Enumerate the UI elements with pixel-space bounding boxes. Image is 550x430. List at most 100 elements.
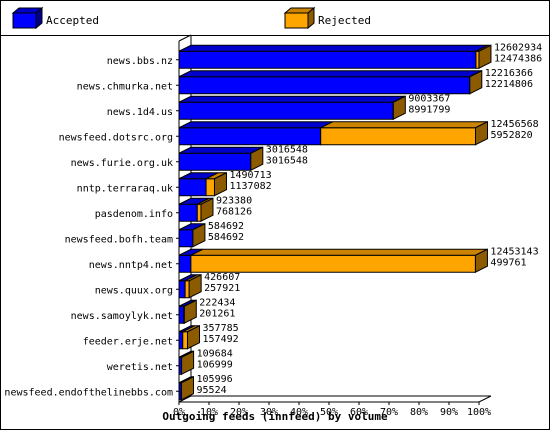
value-label-accepted: 12474386 [494,53,542,64]
category-label: news.1d4.us [107,107,173,118]
category-label: news.furie.org.uk [71,158,173,169]
x-tick-label: 90% [440,407,458,418]
bar-side [192,222,206,248]
value-label-accepted: 584692 [208,232,244,243]
bar-accepted-top [178,121,333,129]
bar-side [183,299,197,325]
value-label-accepted: 201261 [199,308,235,319]
category-label: news.bbs.nz [107,56,173,67]
bars [178,44,492,401]
bar-rejected [196,203,202,222]
legend [1,1,549,36]
value-label-accepted: 1137082 [229,181,271,192]
bar-side [200,197,214,223]
category-label: newsfeed.endofthelinebbs.com [4,387,173,398]
value-label-total: 12456568 [491,119,539,130]
bar-rejected [184,280,190,299]
category-label: newsfeed.bofh.team [65,234,173,245]
bar-side [213,171,227,197]
x-tick-label: 80% [410,407,428,418]
legend-label-accepted: Accepted [46,14,99,27]
bar-side [181,350,195,376]
legend-swatch-accepted [12,12,37,29]
x-tick-label: 30% [260,407,278,418]
bar-rejected-top [320,121,488,129]
category-label: feeder.erje.net [83,336,173,347]
legend-swatch-side-accepted [35,6,43,30]
bar-accepted [178,203,198,222]
value-label-total: 12453143 [490,246,538,257]
value-label-total: 12602934 [494,42,542,53]
bar-side [187,324,201,350]
category-label: newsfeed.dotsrc.org [59,132,173,143]
legend-label-rejected: Rejected [318,14,371,27]
category-label: nntp.terraraq.uk [77,183,173,194]
bar-accepted [178,254,192,273]
value-label-accepted: 5952820 [491,130,533,141]
x-tick-label: 40% [290,407,308,418]
bar-accepted-top [178,146,264,154]
bar-side [181,375,195,401]
category-label: news.chmurka.net [77,81,173,92]
bar-accepted [178,76,471,95]
bar-accepted [178,331,184,350]
category-label: weretis.net [107,362,173,373]
value-label-total: 584692 [208,221,244,232]
value-label-accepted: 257921 [204,283,240,294]
value-label-accepted: 106999 [197,359,233,370]
bar-rejected [182,331,189,350]
category-label: news.samoylyk.net [71,311,173,322]
category-label: news.nntp4.net [89,260,173,271]
x-tick-label: 60% [350,407,368,418]
x-tick-label: 20% [230,407,248,418]
bar-accepted [178,305,185,324]
bar-rejected [320,127,477,146]
value-label-total: 1490713 [229,170,271,181]
bar-accepted [178,178,207,197]
bar-accepted-top [178,70,482,78]
bar-side [188,273,202,299]
x-tick-label: 70% [380,407,398,418]
bar-accepted [178,229,194,248]
x-tick-label: 50% [320,407,338,418]
x-tick-label: 100% [467,407,491,418]
value-label-accepted: 8991799 [408,104,450,115]
value-label-accepted: 12214806 [485,79,533,90]
value-label-accepted: 499761 [490,257,526,268]
value-label-total: 109684 [197,348,233,359]
value-label-accepted: 157492 [203,334,239,345]
bar-side [478,44,492,70]
value-label-accepted: 95524 [197,385,227,396]
floor-edge-right [478,395,492,403]
legend-entries: Accepted Rejected [11,6,371,30]
x-axis-title: Outgoing feeds (innfeed) by volume [162,410,388,423]
category-label: pasdenom.info [95,209,173,220]
bar-side [250,146,264,172]
bar-side [475,120,489,146]
bar-side [469,69,483,95]
value-label-accepted: 3016548 [266,155,308,166]
bar-accepted-top [178,95,406,103]
value-label-total: 426607 [204,272,240,283]
bar-accepted [178,127,322,146]
value-label-total: 105996 [197,374,233,385]
bar-accepted [178,280,186,299]
bar-accepted-top [178,44,489,52]
bar-side [474,248,488,274]
category-label: news.quux.org [95,285,173,296]
value-label-total: 3016548 [266,144,308,155]
value-label-total: 12216366 [485,68,533,79]
value-label-total: 357785 [203,323,239,334]
top-wall-edge [178,34,192,42]
value-label-total: 222434 [199,297,235,308]
value-label-total: 923380 [216,195,252,206]
value-label-total: 9003367 [408,93,450,104]
bar-accepted [178,152,252,171]
floor-edge-left [178,395,192,403]
x-tick-label: 0% [173,407,185,418]
x-tick-label: 10% [200,407,218,418]
legend-swatch-side-rejected [307,6,315,30]
